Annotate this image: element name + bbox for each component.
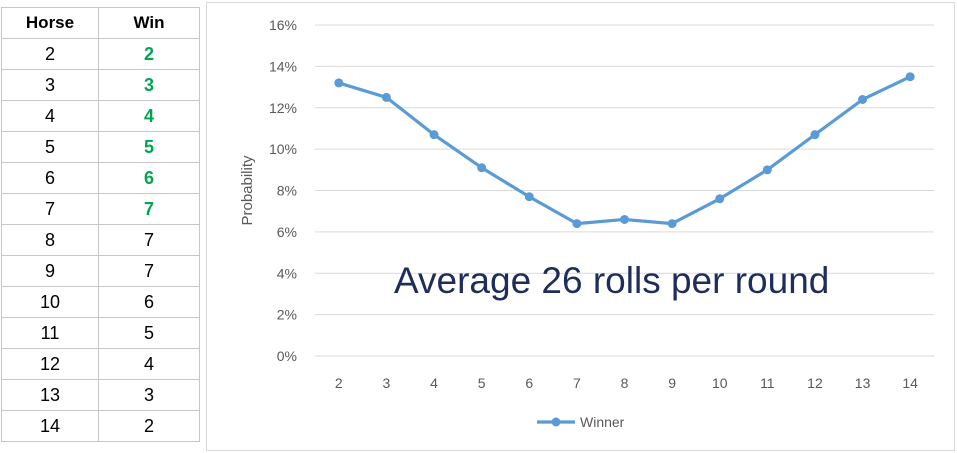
data-point bbox=[667, 219, 677, 229]
x-tick-label: 11 bbox=[760, 375, 775, 391]
table-row: 10 6 bbox=[1, 286, 200, 318]
header-win: Win bbox=[98, 7, 200, 39]
win-cell: 5 bbox=[98, 131, 200, 163]
win-cell: 3 bbox=[98, 69, 200, 101]
horse-cell: 8 bbox=[1, 224, 99, 256]
win-cell: 3 bbox=[98, 379, 200, 411]
horse-cell: 11 bbox=[1, 317, 99, 349]
data-point bbox=[620, 214, 629, 224]
horse-cell: 6 bbox=[1, 162, 99, 194]
legend-label: Winner bbox=[580, 414, 625, 430]
data-point bbox=[858, 94, 868, 104]
chart-area: 0% 2% 4% 6% 8% 10% 12% 14% 16% 2 3 4 5 6 7 8 9 10 11 12 13 14… bbox=[206, 2, 955, 451]
x-tick-label: 4 bbox=[430, 375, 438, 391]
data-point bbox=[381, 92, 391, 102]
x-tick-label: 13 bbox=[855, 375, 871, 391]
table-body: 2 2 3 3 4 4 5 5 6 6 7 7 8 7 9 7 10 6 11 5 12 4 13 3 14 2 bbox=[1, 38, 200, 442]
win-cell: 5 bbox=[98, 317, 200, 349]
line-chart: 0% 2% 4% 6% 8% 10% 12% 14% 16% 2 3 4 5 6 7 8 9 10 11 12 13 14… bbox=[239, 17, 934, 430]
data-point bbox=[905, 72, 915, 82]
y-tick-label: 6% bbox=[277, 224, 297, 240]
win-cell: 7 bbox=[98, 193, 200, 225]
y-axis-title: Probability bbox=[239, 155, 256, 226]
horse-cell: 5 bbox=[1, 131, 99, 163]
win-cell: 6 bbox=[98, 286, 200, 318]
x-tick-label: 9 bbox=[668, 375, 676, 391]
data-point bbox=[715, 194, 725, 204]
x-tick-label: 8 bbox=[621, 375, 629, 391]
win-cell: 4 bbox=[98, 348, 200, 380]
data-point bbox=[810, 130, 820, 140]
horse-cell: 7 bbox=[1, 193, 99, 225]
x-tick-label: 5 bbox=[478, 375, 486, 391]
horse-cell: 12 bbox=[1, 348, 99, 380]
x-tick-label: 7 bbox=[573, 375, 581, 391]
x-tick-label: 14 bbox=[902, 375, 918, 391]
data-point bbox=[524, 192, 534, 202]
win-cell: 2 bbox=[98, 38, 200, 70]
x-tick-label: 6 bbox=[525, 375, 533, 391]
data-point bbox=[572, 219, 582, 229]
horse-cell: 3 bbox=[1, 69, 99, 101]
horse-cell: 13 bbox=[1, 379, 99, 411]
series-line-winner bbox=[337, 75, 912, 226]
data-point bbox=[762, 165, 772, 175]
horse-cell: 9 bbox=[1, 255, 99, 287]
horse-cell: 2 bbox=[1, 38, 99, 70]
horse-win-table: Horse Win 2 2 3 3 4 4 5 5 6 6 7 7 8 7 9 7 10 6 11 5 12 4 13 3 14… bbox=[1, 7, 200, 442]
table-header-row: Horse Win bbox=[1, 7, 200, 39]
table-row: 14 2 bbox=[1, 410, 200, 442]
win-cell: 4 bbox=[98, 100, 200, 132]
y-tick-label: 16% bbox=[269, 17, 297, 33]
table-row: 12 4 bbox=[1, 348, 200, 380]
data-point bbox=[477, 163, 487, 173]
win-cell: 6 bbox=[98, 162, 200, 194]
x-tick-label: 3 bbox=[383, 375, 391, 391]
x-tick-label: 12 bbox=[807, 375, 823, 391]
chart-annotation: Average 26 rolls per round bbox=[394, 260, 829, 301]
legend-marker bbox=[551, 417, 561, 427]
y-tick-label: 0% bbox=[277, 348, 297, 364]
y-tick-label: 2% bbox=[277, 307, 297, 323]
horse-cell: 14 bbox=[1, 410, 99, 442]
y-tick-label: 10% bbox=[269, 141, 297, 157]
win-cell: 7 bbox=[98, 224, 200, 256]
horse-cell: 4 bbox=[1, 100, 99, 132]
data-point bbox=[429, 130, 439, 140]
y-tick-label: 12% bbox=[269, 100, 297, 116]
x-tick-label: 10 bbox=[712, 375, 728, 391]
table-row: 11 5 bbox=[1, 317, 200, 349]
y-tick-label: 4% bbox=[277, 265, 297, 281]
win-cell: 2 bbox=[98, 410, 200, 442]
x-tick-label: 2 bbox=[335, 375, 343, 391]
header-horse: Horse bbox=[1, 7, 99, 39]
win-cell: 7 bbox=[98, 255, 200, 287]
data-point bbox=[334, 78, 344, 88]
y-tick-label: 14% bbox=[269, 58, 297, 74]
table-row: 13 3 bbox=[1, 379, 200, 411]
y-tick-label: 8% bbox=[277, 183, 297, 199]
horse-cell: 10 bbox=[1, 286, 99, 318]
